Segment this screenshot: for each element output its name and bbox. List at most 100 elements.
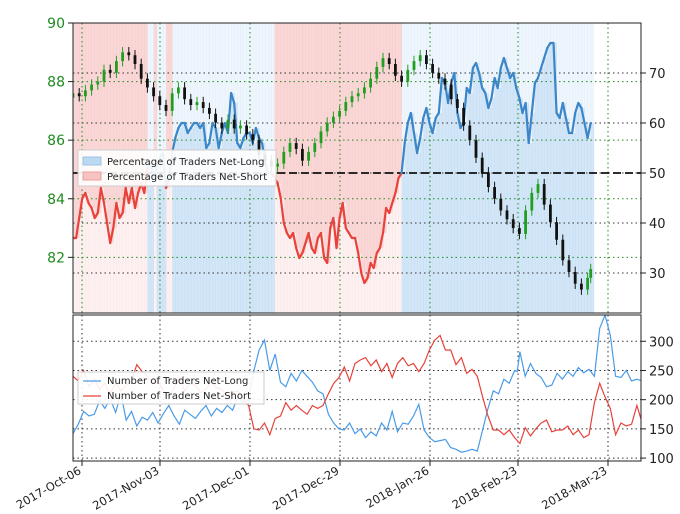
- sentiment-fill-bar: [581, 108, 585, 313]
- sentiment-segment: [416, 136, 422, 155]
- sentiment-segment: [478, 71, 484, 90]
- bottom-gridlines: [73, 315, 641, 461]
- candle-body: [325, 122, 329, 132]
- sentiment-fill-bar: [181, 123, 185, 313]
- sentiment-fill-bar: [352, 23, 356, 238]
- sentiment-fill-bar: [410, 113, 415, 313]
- sentiment-fill-bar: [321, 23, 325, 233]
- candle-body: [381, 58, 385, 67]
- top-legend: Percentage of Traders Net-Long Percentag…: [77, 149, 277, 187]
- sentiment-fill-bar: [290, 23, 294, 238]
- sentiment-segment: [335, 216, 341, 250]
- sentiment-segment: [409, 111, 416, 135]
- candle-body: [164, 105, 168, 111]
- candle-body: [573, 271, 577, 284]
- bottom-right-tick-label: 250: [649, 364, 674, 379]
- sentiment-fill-bar: [97, 23, 102, 213]
- sentiment-segment: [354, 236, 360, 255]
- sentiment-fill-bar: [82, 23, 86, 198]
- candle-body: [511, 219, 515, 229]
- candle-body: [108, 69, 112, 73]
- sentiment-segment: [487, 96, 493, 110]
- sentiment-fill-bar: [584, 123, 588, 313]
- sentiment-fill-bar: [407, 123, 412, 313]
- sentiment-segment: [496, 66, 502, 90]
- sentiment-segment: [214, 126, 220, 150]
- sentiment-fill-bar: [538, 78, 542, 313]
- sentiment-segment: [518, 96, 524, 115]
- sentiment-fill-bar: [104, 23, 108, 203]
- sentiment-fill-bar: [178, 128, 182, 313]
- sentiment-fill-bar: [590, 123, 595, 313]
- candle-body: [189, 99, 193, 106]
- candle-body: [536, 184, 540, 193]
- sentiment-segment: [527, 111, 533, 145]
- bottom-right-tick-label: 100: [649, 452, 674, 467]
- bottom-right-tick-label: 200: [649, 394, 674, 409]
- candle-body: [226, 119, 230, 129]
- top-panel: 82 84 86 88 90 30 40 50 60 70 Percentage of Trad…: [47, 16, 666, 314]
- sentiment-segment: [251, 126, 257, 145]
- candle-body: [146, 78, 149, 88]
- sentiment-segment: [307, 231, 313, 250]
- sentiment-segment: [313, 236, 319, 255]
- sentiment-fill-bar: [221, 133, 226, 313]
- sentiment-fill-bar: [296, 23, 300, 248]
- candle-body: [589, 269, 593, 278]
- candle-body: [542, 184, 546, 205]
- sentiment-fill-bar: [448, 103, 452, 313]
- bottom-right-axis-ticks: 100 150 200 250 300: [641, 335, 674, 467]
- sentiment-segment: [276, 181, 282, 200]
- sentiment-segment: [254, 126, 261, 140]
- sentiment-fill-bar: [485, 93, 489, 313]
- sentiment-fill-bar: [507, 68, 511, 313]
- sentiment-segment: [133, 191, 140, 210]
- sentiment-segment: [102, 201, 109, 225]
- left-tick-label: 84: [47, 192, 65, 208]
- sentiment-fill-bar: [91, 23, 96, 208]
- candle-body: [406, 69, 410, 82]
- sentiment-fill-bar: [94, 23, 99, 218]
- sentiment-fill-bar: [172, 153, 176, 313]
- candle-body: [158, 96, 162, 106]
- sentiment-segment: [530, 81, 537, 115]
- candle-body: [487, 172, 490, 188]
- candle-body: [214, 113, 217, 123]
- sentiment-segment: [130, 186, 137, 210]
- sentiment-fill-bar: [175, 138, 179, 313]
- sentiment-fill-bar: [212, 123, 216, 313]
- sentiment-fill-bar: [187, 133, 192, 313]
- left-tick-label: 90: [47, 16, 65, 32]
- sentiment-fill-bar: [280, 23, 285, 198]
- candle-body: [549, 204, 552, 223]
- sentiment-fill-bar: [587, 138, 592, 313]
- right-axis-ticks: 30 40 50 60 70: [641, 67, 666, 282]
- sentiment-fill-bar: [355, 23, 359, 238]
- candle-body: [462, 107, 465, 126]
- sentiment-fill-bar: [528, 143, 533, 313]
- legend-label-count-short: Number of Traders Net-Short: [107, 391, 251, 402]
- sentiment-fill-bar: [240, 148, 244, 313]
- sentiment-fill-bar: [463, 123, 468, 313]
- top-gridlines: [73, 23, 641, 313]
- sentiment-fill-bar: [246, 133, 251, 313]
- sentiment-fill-bar: [516, 88, 520, 313]
- sentiment-segment: [357, 251, 363, 275]
- candle-body: [418, 55, 422, 62]
- sentiment-fill-bar: [438, 113, 443, 313]
- sentiment-fill-bar: [386, 23, 390, 208]
- candle-body: [505, 210, 509, 220]
- sentiment-segment: [174, 126, 180, 140]
- sentiment-fill-bar: [383, 23, 387, 233]
- sentiment-fill-bar: [197, 123, 201, 313]
- candle-body: [208, 107, 211, 114]
- candle-body: [177, 87, 180, 94]
- sentiment-segment: [183, 121, 189, 135]
- sentiment-segment: [580, 106, 586, 125]
- sentiment-fill-bar: [569, 133, 573, 313]
- sentiment-segment: [292, 231, 298, 250]
- sentiment-fill-bar: [333, 23, 337, 218]
- sentiment-fill-bar: [479, 73, 483, 313]
- sentiment-fill-bar: [166, 23, 170, 188]
- sentiment-fill-bar: [107, 23, 111, 223]
